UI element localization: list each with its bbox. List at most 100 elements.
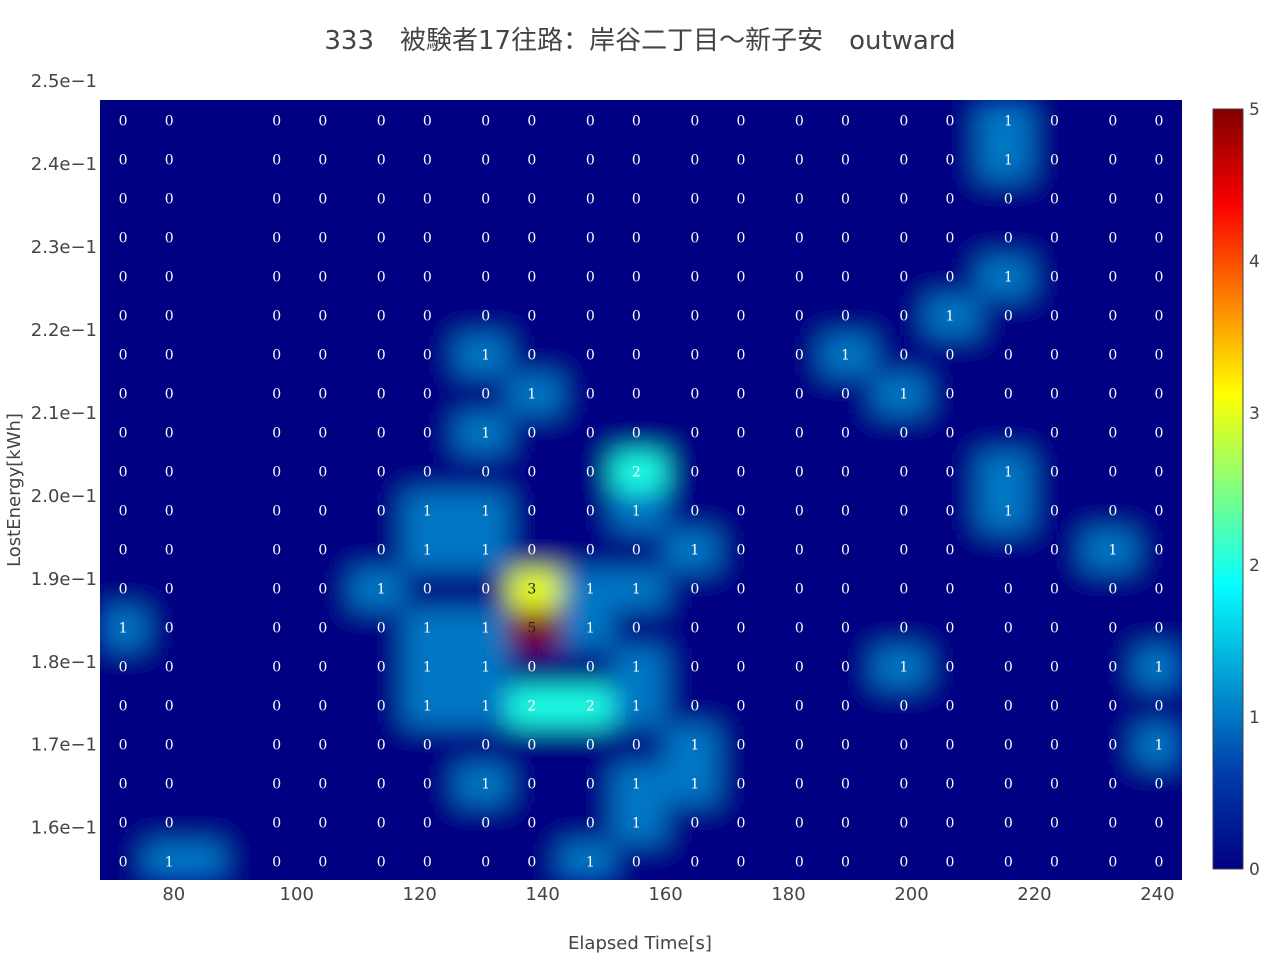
x-tick-label: 220 — [1017, 884, 1051, 905]
cell-value-label: 0 — [1050, 504, 1059, 520]
cell-value-label: 0 — [318, 270, 327, 286]
heatmap-cell — [508, 607, 562, 648]
cell-value-label: 0 — [632, 738, 641, 754]
cell-value-label: 0 — [1050, 270, 1059, 286]
cell-value-label: 0 — [690, 699, 699, 715]
heatmap-cell — [978, 256, 1032, 297]
heatmap-cell — [769, 217, 823, 258]
cell-value-label: 0 — [318, 309, 327, 325]
cell-value-label: 1 — [632, 699, 641, 715]
cell-value-label: 0 — [272, 543, 281, 559]
heatmap-cell — [978, 412, 1032, 453]
heatmap-cell — [821, 490, 876, 531]
heatmap-cell — [222, 100, 301, 141]
heatmap-cell — [612, 568, 667, 609]
x-tick-label: 180 — [771, 884, 805, 905]
heatmap-cell — [612, 139, 667, 180]
heatmap-cell — [769, 802, 823, 843]
cell-value-label: 0 — [377, 855, 386, 871]
cell-value-label: 0 — [736, 465, 745, 481]
heatmap-cell — [926, 607, 980, 648]
heatmap-cell — [1135, 646, 1182, 687]
heatmap-cell — [100, 529, 147, 570]
cell-value-label: 0 — [899, 348, 908, 364]
heatmap-cell — [717, 100, 771, 141]
cell-value-label: 0 — [1004, 582, 1013, 598]
heatmap-cell — [769, 607, 823, 648]
heatmap-cell — [1083, 334, 1137, 375]
heatmap-cell — [926, 685, 980, 726]
y-tick-label: 1.7e−1 — [31, 735, 97, 756]
heatmap-cell — [456, 451, 510, 492]
cell-value-label: 0 — [272, 621, 281, 637]
cell-value-label: 0 — [377, 387, 386, 403]
cell-value-label: 0 — [318, 153, 327, 169]
cell-value-label: 0 — [841, 231, 850, 247]
heatmap-cell — [100, 841, 147, 880]
heatmap-cell — [456, 724, 510, 765]
cell-value-label: 0 — [899, 699, 908, 715]
heatmap-cell — [508, 841, 562, 880]
cell-value-label: 0 — [841, 270, 850, 286]
cell-value-label: 0 — [586, 153, 595, 169]
heatmap-cell — [926, 139, 980, 180]
heatmap-cell — [299, 607, 353, 648]
cell-value-label: 0 — [1108, 387, 1117, 403]
heatmap-cell — [1083, 841, 1137, 880]
heatmap-cell — [145, 373, 224, 414]
heatmap-cell — [145, 256, 224, 297]
cell-value-label: 0 — [377, 153, 386, 169]
cell-value-label: 0 — [1108, 738, 1117, 754]
heatmap-cell — [1135, 178, 1182, 219]
heatmap-cell — [145, 724, 224, 765]
cell-value-label: 0 — [690, 270, 699, 286]
heatmap-cell — [403, 763, 458, 804]
cell-value-label: 0 — [690, 816, 699, 832]
cell-value-label: 0 — [119, 465, 128, 481]
cell-value-label: 1 — [165, 855, 174, 871]
cell-value-label: 0 — [795, 660, 804, 676]
heatmap-cell — [717, 685, 771, 726]
y-tick-label: 2.0e−1 — [31, 486, 97, 507]
cell-value-label: 1 — [481, 621, 490, 637]
cell-value-label: 0 — [119, 504, 128, 520]
heatmap-cell — [978, 607, 1032, 648]
cell-value-label: 0 — [899, 855, 908, 871]
cell-value-label: 0 — [899, 114, 908, 130]
cell-value-label: 0 — [945, 426, 954, 442]
cell-value-label: 0 — [795, 855, 804, 871]
cell-value-label: 1 — [899, 387, 908, 403]
heatmap-cell — [612, 100, 667, 141]
heatmap-cell — [821, 373, 876, 414]
heatmap-cell — [769, 295, 823, 336]
heatmap-cell — [403, 334, 458, 375]
heatmap-cell — [456, 685, 510, 726]
cell-value-label: 0 — [795, 426, 804, 442]
heatmap-cell — [403, 802, 458, 843]
heatmap-cell — [769, 334, 823, 375]
cell-value-label: 0 — [632, 855, 641, 871]
heatmap-cell — [769, 646, 823, 687]
heatmap-cell — [100, 178, 147, 219]
cell-value-label: 0 — [736, 816, 745, 832]
cell-value-label: 0 — [165, 231, 174, 247]
cell-value-label: 0 — [1004, 426, 1013, 442]
cell-value-label: 0 — [377, 309, 386, 325]
cell-value-label: 0 — [586, 309, 595, 325]
colorbar-tick-label: 5 — [1249, 100, 1260, 120]
heatmap-cell — [978, 217, 1032, 258]
heatmap-cell — [665, 373, 719, 414]
heatmap-cell — [508, 295, 562, 336]
heatmap-cell — [926, 295, 980, 336]
heatmap-cell — [1135, 490, 1182, 531]
heatmap-cell — [978, 334, 1032, 375]
cell-value-label: 0 — [736, 504, 745, 520]
cell-value-label: 0 — [945, 855, 954, 871]
heatmap-cell — [821, 256, 876, 297]
heatmap-cell — [508, 802, 562, 843]
cell-value-label: 0 — [119, 699, 128, 715]
cell-value-label: 0 — [165, 465, 174, 481]
cell-value-label: 0 — [527, 153, 536, 169]
heatmap-cell — [508, 412, 562, 453]
cell-value-label: 0 — [1050, 660, 1059, 676]
